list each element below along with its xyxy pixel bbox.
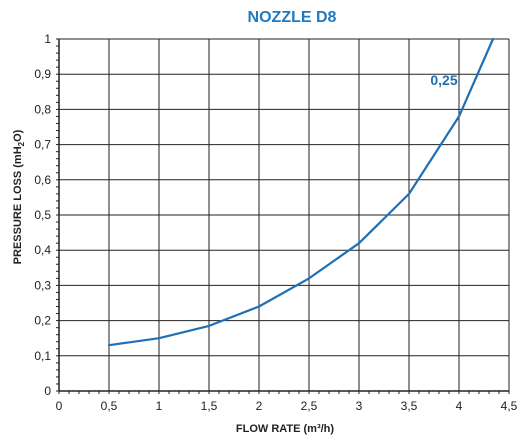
- y-tick-label: 0,5: [34, 208, 51, 222]
- x-tick-label: 4: [456, 399, 463, 413]
- y-tick-labels: 0 0,1 0,2 0,3 0,4 0,5 0,6 0,7 0,8 0,9 1: [34, 32, 51, 398]
- annotation-label: 0,25: [430, 72, 457, 88]
- y-tick-label: 0,8: [34, 102, 51, 116]
- y-tick-label: 0,4: [34, 243, 51, 257]
- x-tick-labels: 0 0,5 1 1,5 2 2,5 3 3,5 4 4,5: [56, 399, 518, 413]
- x-tick-label: 0,5: [101, 399, 118, 413]
- y-tick-label: 1: [44, 32, 51, 46]
- grid: [59, 38, 510, 391]
- x-tick-label: 1: [156, 399, 163, 413]
- y-tick-label: 0,6: [34, 173, 51, 187]
- x-tick-label: 3,5: [401, 399, 418, 413]
- annotations: 0,25: [430, 72, 457, 88]
- y-tick-label: 0,9: [34, 67, 51, 81]
- y-tick-label: 0,3: [34, 278, 51, 292]
- y-axis-label: PRESSURE LOSS (mH2O): [12, 129, 26, 264]
- chart-title: NOZZLE D8: [248, 9, 337, 26]
- x-tick-label: 4,5: [501, 399, 518, 413]
- x-axis-label: FLOW RATE (m³/h): [236, 423, 334, 435]
- y-tick-label: 0,1: [34, 349, 51, 363]
- y-axis-label-subscript: 2: [17, 141, 26, 146]
- y-tick-label: 0,7: [34, 138, 51, 152]
- y-tick-label: 0,2: [34, 314, 51, 328]
- y-axis-label-suffix: O): [12, 129, 24, 142]
- x-tick-label: 2: [256, 399, 263, 413]
- x-tick-label: 0: [56, 399, 63, 413]
- x-tick-label: 1,5: [201, 399, 218, 413]
- x-tick-label: 3: [356, 399, 363, 413]
- y-axis-label-prefix: PRESSURE LOSS (mH: [12, 146, 24, 264]
- series-group: [107, 37, 495, 347]
- y-tick-label: 0: [44, 384, 51, 398]
- axes: [56, 38, 510, 394]
- series-line: [107, 37, 495, 347]
- x-tick-label: 2,5: [301, 399, 318, 413]
